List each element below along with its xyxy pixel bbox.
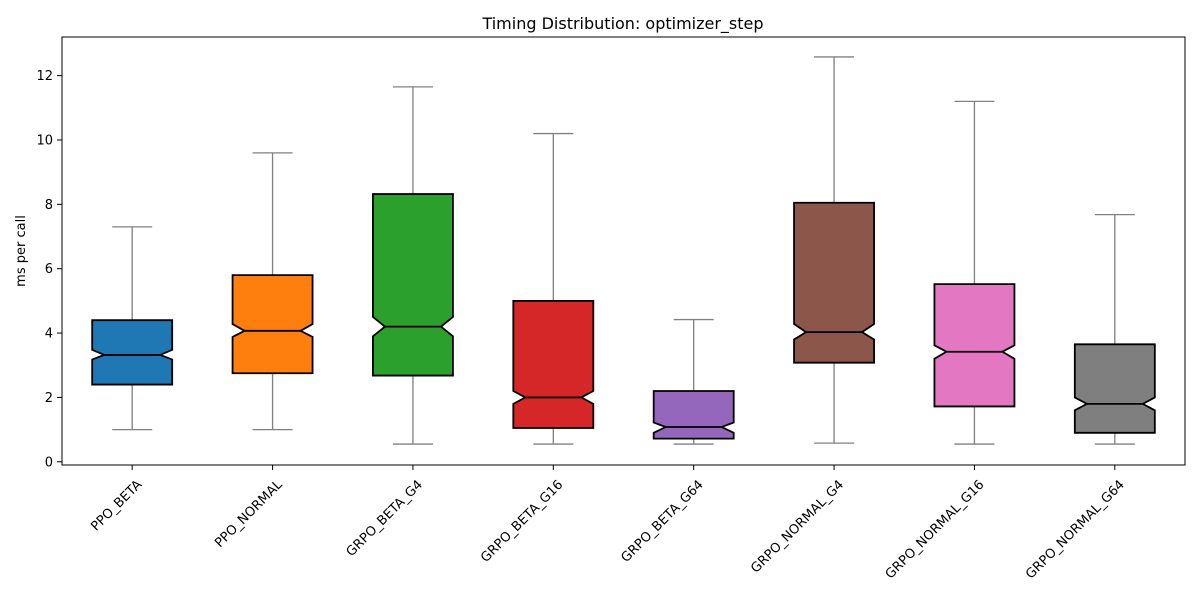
box-body [652,390,735,440]
x-tick-label: PPO_NORMAL [212,477,286,551]
box-body [91,319,174,386]
box-group [1073,213,1156,445]
box-body [512,299,595,429]
box-body [372,193,454,377]
box-group [793,56,875,444]
box-body [933,283,1016,408]
x-tick-label: GRPO_NORMAL_G64 [1023,477,1128,582]
y-tick-label: 2 [45,391,53,406]
plot-frame [61,36,1186,466]
box-body [231,274,314,375]
box-group [91,226,174,431]
y-tick-label: 6 [45,262,53,277]
x-tick-label: GRPO_NORMAL_G4 [748,477,847,576]
x-tick-label: PPO_BETA [88,477,145,534]
plot-area: 0 2 4 6 8 10 12 PPO_BETA PPO_NORMAL GRPO_BETA_G4 G… [36,36,1186,582]
y-tick-label: 12 [36,69,53,84]
box-group [231,152,314,431]
box-group [652,318,735,445]
x-tick-label: GRPO_BETA_G16 [478,477,566,565]
y-tick-label: 4 [45,327,53,342]
box-body [1073,343,1156,434]
chart-title: Timing Distribution: optimizer_step [481,14,763,34]
y-tick-label: 10 [36,133,53,148]
box-group [512,132,595,445]
y-tick-label: 8 [45,198,53,213]
y-tick-label: 0 [45,455,53,470]
box-group [933,100,1016,445]
box-body [793,201,875,364]
y-axis-label: ms per call [14,215,29,287]
x-tick-label: GRPO_NORMAL_G16 [883,477,988,582]
x-tick-label: GRPO_BETA_G4 [344,477,426,559]
x-tick-label: GRPO_BETA_G64 [619,477,707,565]
box-group [372,86,454,445]
